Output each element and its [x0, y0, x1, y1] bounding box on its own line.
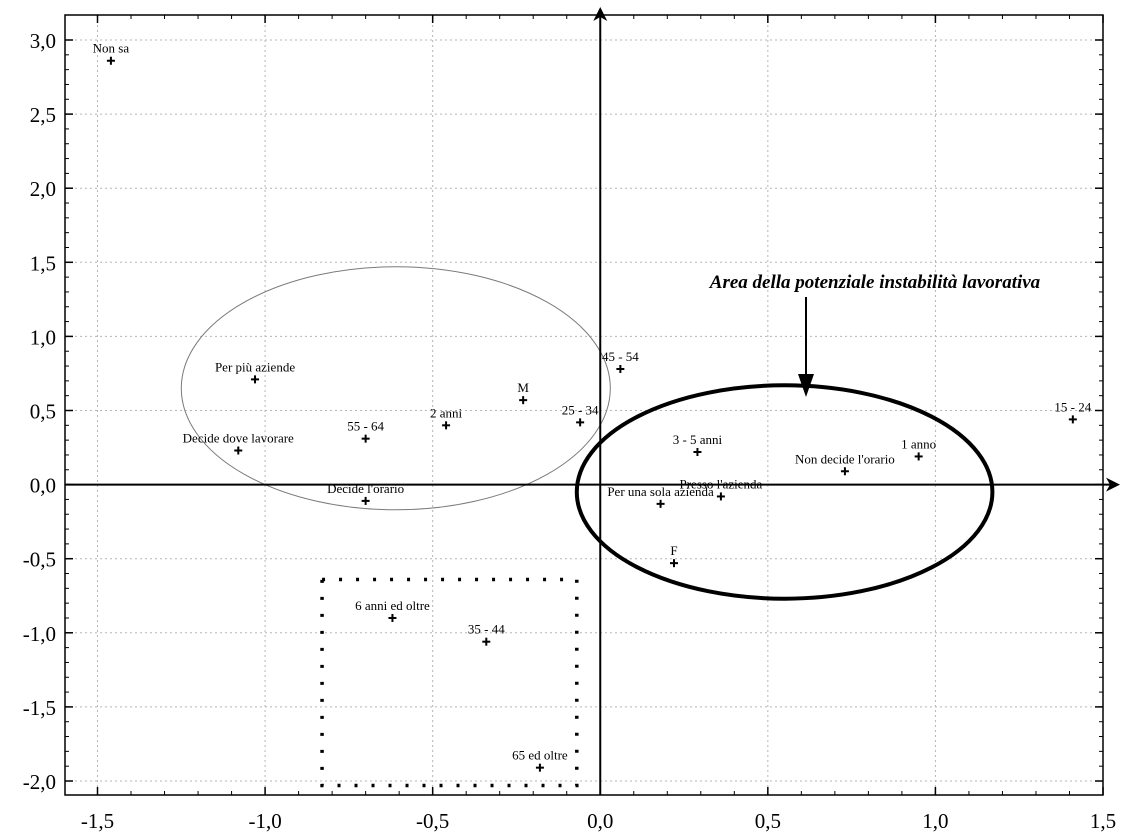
point-label: Per una sola azienda	[607, 484, 714, 499]
x-tick-label: -1,0	[248, 809, 281, 833]
highlight-regions	[180, 266, 995, 788]
data-point: Presso l'azienda	[679, 476, 763, 501]
y-tick-label: -1,0	[23, 622, 56, 646]
data-point: 3 - 5 anni	[673, 432, 723, 456]
data-point: Decide dove lavorare	[183, 431, 294, 455]
point-label: 1 anno	[901, 436, 936, 451]
x-tick-label: 1,5	[1090, 809, 1116, 833]
point-label: 2 anni	[430, 405, 463, 420]
plot-frame	[64, 14, 1104, 796]
point-label: 25 - 34	[562, 402, 599, 417]
data-point: 25 - 34	[562, 402, 599, 427]
point-label: Non decide l'orario	[795, 451, 895, 466]
y-tick-label: 1,5	[30, 251, 56, 275]
data-point: 65 ed oltre	[512, 748, 568, 772]
point-label: 15 - 24	[1054, 399, 1091, 414]
y-tick-label: -0,5	[23, 548, 56, 572]
point-label: 45 - 54	[602, 349, 639, 364]
annotation-arrow-head	[798, 374, 814, 397]
point-label: Non sa	[93, 41, 130, 56]
point-label: 35 - 44	[468, 622, 505, 637]
data-point: 45 - 54	[602, 349, 639, 374]
data-point: Per una sola azienda	[607, 484, 714, 508]
data-point: 35 - 44	[468, 622, 505, 646]
x-tick-label: -1,5	[81, 809, 114, 833]
point-label: M	[517, 380, 529, 395]
point-label: 55 - 64	[347, 419, 384, 434]
instability-area-annotation: Area della potenziale instabilità lavora…	[709, 272, 1041, 293]
data-point: 15 - 24	[1054, 399, 1092, 424]
y-tick-label: 2,5	[30, 103, 56, 127]
data-point: M	[517, 380, 529, 405]
x-tick-label: -0,5	[416, 809, 449, 833]
point-label: Presso l'azienda	[679, 476, 762, 491]
y-tick-label: 0,0	[30, 474, 56, 498]
data-point: Decide l'orario	[327, 481, 404, 505]
data-points: Non sa Per più aziende Decide dove lavorar…	[93, 41, 1092, 772]
data-point: Per più aziende	[215, 359, 295, 384]
origin-axes	[65, 7, 1120, 795]
point-label: Per più aziende	[215, 359, 295, 374]
thin-ellipse-region	[180, 266, 611, 511]
y-tick-label: 1,0	[30, 325, 56, 349]
data-point: Non decide l'orario	[795, 451, 895, 476]
y-tick-label: 0,5	[30, 400, 56, 424]
point-label: Decide l'orario	[327, 481, 404, 496]
y-tick-label: -1,5	[23, 696, 56, 720]
point-label: 65 ed oltre	[512, 748, 568, 763]
plot-border	[64, 14, 1104, 796]
x-tick-label: 0,5	[755, 809, 781, 833]
point-label: Decide dove lavorare	[183, 431, 294, 446]
point-label: 3 - 5 anni	[673, 432, 723, 447]
x-tick-label: 0,0	[587, 809, 613, 833]
point-label: 6 anni ed oltre	[355, 598, 430, 613]
axis-ticks: -1,5 -1,0 -0,5 0,0 0,5 1,0 1,5 3,0 2,5 2,0 1,5 1,0 0…	[23, 15, 1116, 833]
annotations: Area della potenziale instabilità lavora…	[709, 272, 1041, 397]
data-point: 2 anni	[430, 405, 463, 430]
y-tick-label: 2,0	[30, 177, 56, 201]
data-point: F	[669, 543, 678, 568]
x-tick-label: 1,0	[922, 809, 948, 833]
y-tick-label: 3,0	[30, 29, 56, 53]
data-point: 55 - 64	[347, 419, 385, 443]
data-point: 1 anno	[901, 436, 936, 461]
dotted-rectangle-region	[320, 577, 579, 788]
instability-ellipse-region	[574, 383, 995, 601]
data-point: Non sa	[93, 41, 130, 65]
data-point: 6 anni ed oltre	[355, 598, 430, 622]
y-tick-label: -2,0	[23, 770, 56, 794]
point-label: F	[670, 543, 677, 558]
